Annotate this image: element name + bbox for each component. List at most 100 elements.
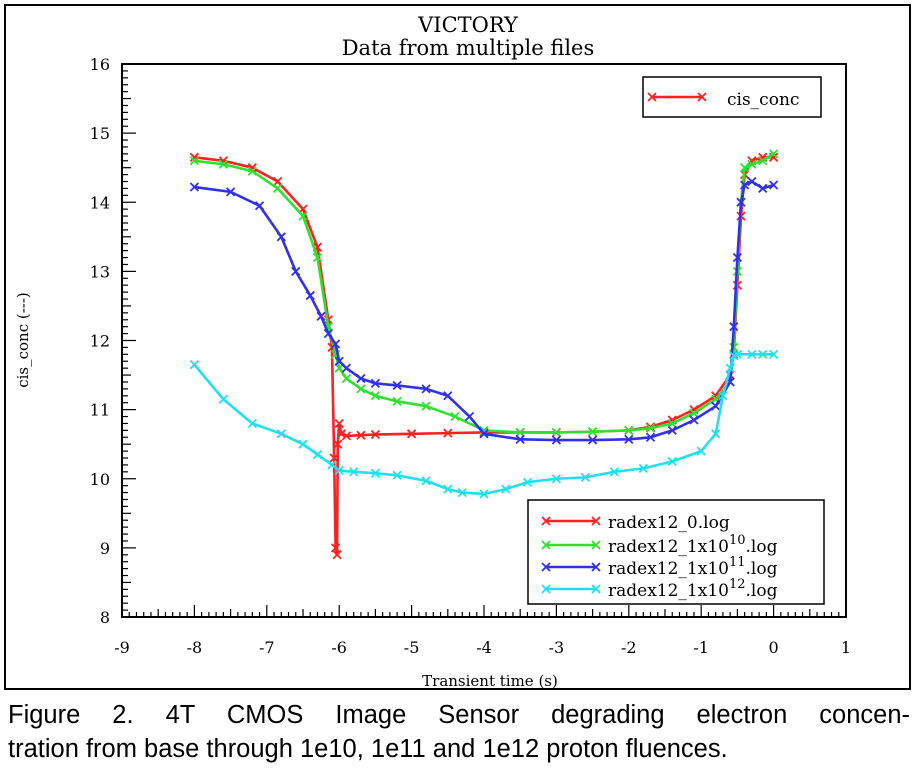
- legend-top-swatch: [647, 92, 707, 102]
- series-point: [551, 427, 562, 438]
- series-point: [747, 159, 757, 169]
- series-point: [638, 463, 648, 474]
- series-point: [392, 396, 402, 406]
- legend-top: cis_conc: [642, 76, 822, 118]
- series-point: [732, 252, 743, 263]
- y-tick-label: 13: [90, 262, 110, 281]
- x-tick-label: -6: [331, 638, 347, 657]
- chart-subtitle: Data from multiple files: [342, 36, 595, 60]
- series-point: [291, 266, 301, 277]
- series-point: [718, 391, 728, 401]
- legend-swatch-marker: [697, 92, 707, 102]
- series-point: [711, 391, 721, 401]
- series-point: [609, 467, 619, 477]
- series-point: [501, 484, 511, 494]
- legend-bottom-swatches: [541, 516, 601, 594]
- series-point: [341, 373, 352, 384]
- series-line: [194, 180, 774, 442]
- legend-swatch-marker: [647, 92, 657, 102]
- series-point: [758, 183, 768, 194]
- chart: VICTORY Data from multiple files -9 -8 -7-…: [14, 13, 851, 690]
- series-point: [298, 211, 308, 221]
- series-point: [370, 378, 381, 388]
- series-point: [736, 197, 746, 207]
- series-point: [464, 411, 475, 422]
- x-tick-label: -9: [114, 638, 130, 657]
- series-point: [421, 401, 431, 411]
- series-point: [349, 467, 359, 477]
- series-point: [273, 183, 283, 194]
- series-point: [747, 176, 757, 187]
- series-point: [740, 180, 750, 190]
- series-point: [768, 349, 779, 359]
- series-point: [758, 156, 768, 166]
- series-point: [479, 489, 489, 499]
- series-point: [392, 470, 402, 480]
- series-point: [732, 349, 743, 359]
- series-point: [189, 182, 200, 192]
- y-tick-label: 12: [90, 332, 110, 351]
- series-point: [443, 391, 453, 401]
- series-point: [711, 429, 721, 439]
- series-point: [276, 232, 286, 242]
- y-tick-label: 14: [90, 193, 110, 212]
- series-point: [725, 363, 735, 373]
- series-point: [330, 543, 341, 553]
- series-point: [323, 328, 333, 339]
- series-point: [515, 434, 525, 444]
- series-point: [624, 434, 634, 444]
- series-point: [457, 487, 467, 498]
- series-point: [189, 156, 200, 166]
- series-point: [273, 176, 283, 187]
- series-point: [392, 380, 402, 391]
- series-point: [329, 453, 339, 463]
- x-tick-label: -3: [549, 638, 565, 657]
- legend-swatch-marker: [541, 562, 551, 572]
- series-point: [515, 427, 525, 438]
- x-tick-label: -4: [476, 638, 492, 657]
- legend-entry-3: radex12_1x1012.log: [608, 577, 778, 601]
- x-tick-label: 1: [841, 638, 851, 657]
- series-point: [356, 373, 366, 384]
- series-point: [711, 401, 721, 411]
- series-point: [247, 418, 257, 429]
- series-point: [334, 418, 344, 429]
- series-point: [189, 360, 200, 370]
- x-tick-label: -5: [404, 638, 420, 657]
- series-point: [370, 391, 381, 401]
- legend-swatch-marker: [541, 540, 551, 550]
- legend-top-label: cis_conc: [727, 90, 799, 110]
- x-tick-label: -7: [259, 638, 275, 657]
- series-point: [406, 429, 417, 439]
- caption-line-1: Figure 2. 4T CMOS Image Sensor degrading…: [8, 701, 910, 729]
- y-tick-label: 16: [90, 55, 110, 74]
- y-tick-label: 8: [100, 608, 110, 627]
- series-point: [689, 415, 699, 425]
- series-3: [189, 349, 779, 499]
- x-tick-label: 0: [769, 638, 779, 657]
- series-point: [341, 431, 352, 441]
- legend-entry-2: radex12_1x1011.log: [608, 555, 778, 579]
- series-point: [747, 349, 757, 359]
- series-point: [551, 435, 562, 445]
- series-point: [768, 180, 779, 190]
- series-point: [696, 446, 706, 456]
- series-point: [312, 449, 323, 460]
- series-point: [443, 484, 453, 494]
- legend-entry-1: radex12_1x1010.log: [608, 533, 778, 557]
- y-axis-label: cis_conc (---): [14, 292, 32, 388]
- y-tick-label: 11: [90, 401, 110, 420]
- legend-swatch-marker: [591, 562, 601, 572]
- legend-bottom: radex12_0.log radex12_1x1010.log radex12…: [527, 499, 825, 605]
- series-point: [218, 159, 228, 169]
- series-point: [587, 435, 598, 445]
- series-point: [276, 429, 286, 439]
- y-tick-label: 10: [90, 470, 110, 489]
- series-point: [341, 363, 352, 373]
- series-point: [667, 418, 677, 429]
- y-tick-label: 9: [100, 539, 110, 558]
- legend-swatch-marker: [591, 540, 601, 550]
- series-point: [298, 439, 308, 449]
- series-point: [522, 477, 533, 487]
- series-point: [624, 425, 634, 435]
